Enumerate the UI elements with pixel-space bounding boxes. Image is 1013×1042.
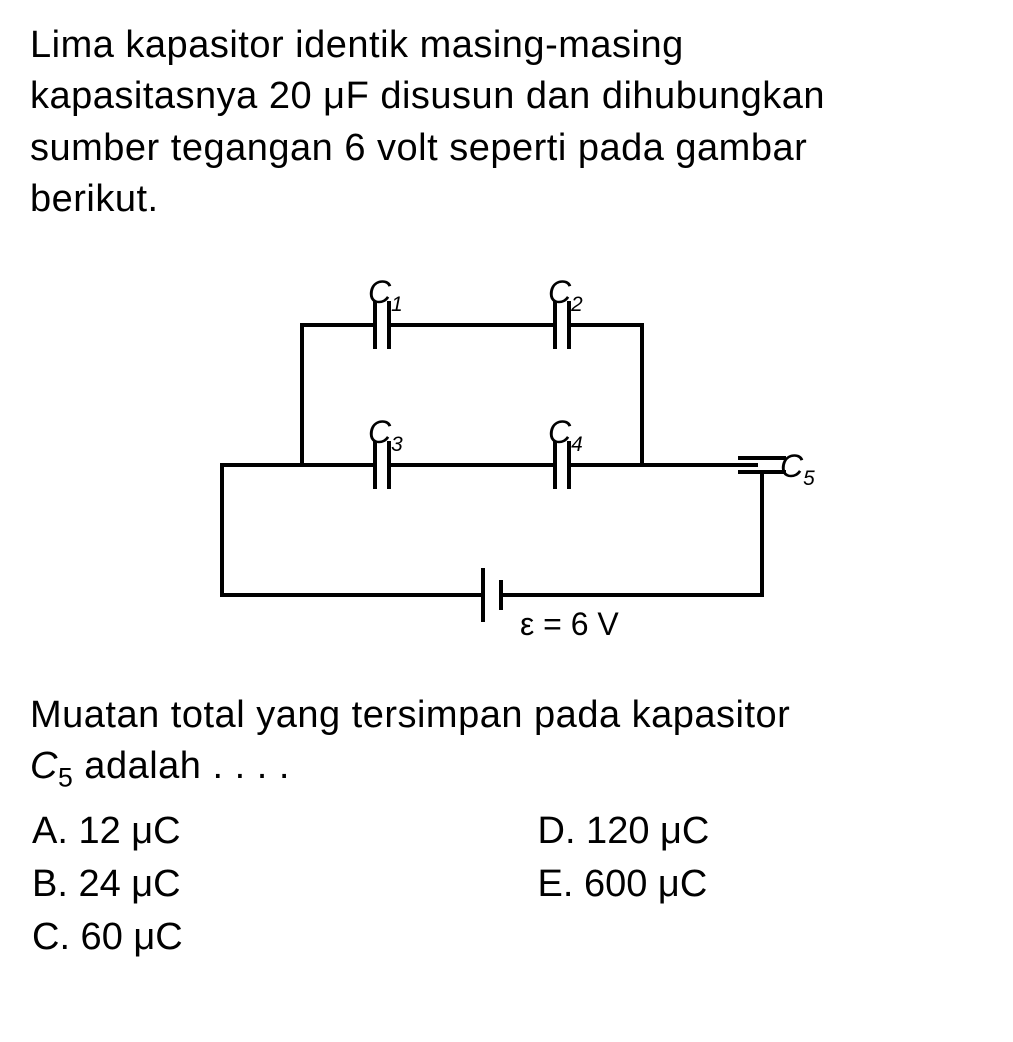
svg-text:C4: C4 — [548, 414, 583, 456]
svg-text:C3: C3 — [368, 414, 403, 456]
answer-options: A. 12 μC B. 24 μC C. 60 μC D. 120 μC E. … — [30, 805, 983, 965]
svg-text:C5: C5 — [780, 448, 815, 490]
circuit-diagram: C1 C2 C3 C4 C5 ε = 6 V — [30, 245, 983, 665]
sub-question: Muatan total yang tersimpan pada kapasit… — [30, 690, 983, 797]
c5-subscript: 5 — [58, 763, 73, 793]
c5-symbol: C — [30, 745, 58, 787]
sub-question-line-1: Muatan total yang tersimpan pada kapasit… — [30, 690, 983, 741]
svg-text:C2: C2 — [548, 274, 583, 316]
sub-question-tail: adalah . . . . — [73, 745, 290, 787]
circuit-svg: C1 C2 C3 C4 C5 ε = 6 V — [182, 245, 832, 665]
question-line-2: kapasitasnya 20 μF disusun dan dihubungk… — [30, 71, 983, 122]
sub-question-line-2: C5 adalah . . . . — [30, 741, 983, 796]
option-e: E. 600 μC — [538, 858, 984, 911]
option-b: B. 24 μC — [32, 858, 478, 911]
svg-text:C1: C1 — [368, 274, 403, 316]
question-line-4: berikut. — [30, 174, 983, 225]
svg-text:ε = 6 V: ε = 6 V — [520, 606, 619, 642]
question-line-1: Lima kapasitor identik masing-masing — [30, 20, 983, 71]
option-d: D. 120 μC — [538, 805, 984, 858]
option-c: C. 60 μC — [32, 911, 478, 964]
question-line-3: sumber tegangan 6 volt seperti pada gamb… — [30, 123, 983, 174]
option-a: A. 12 μC — [32, 805, 478, 858]
question-text: Lima kapasitor identik masing-masing kap… — [30, 20, 983, 225]
